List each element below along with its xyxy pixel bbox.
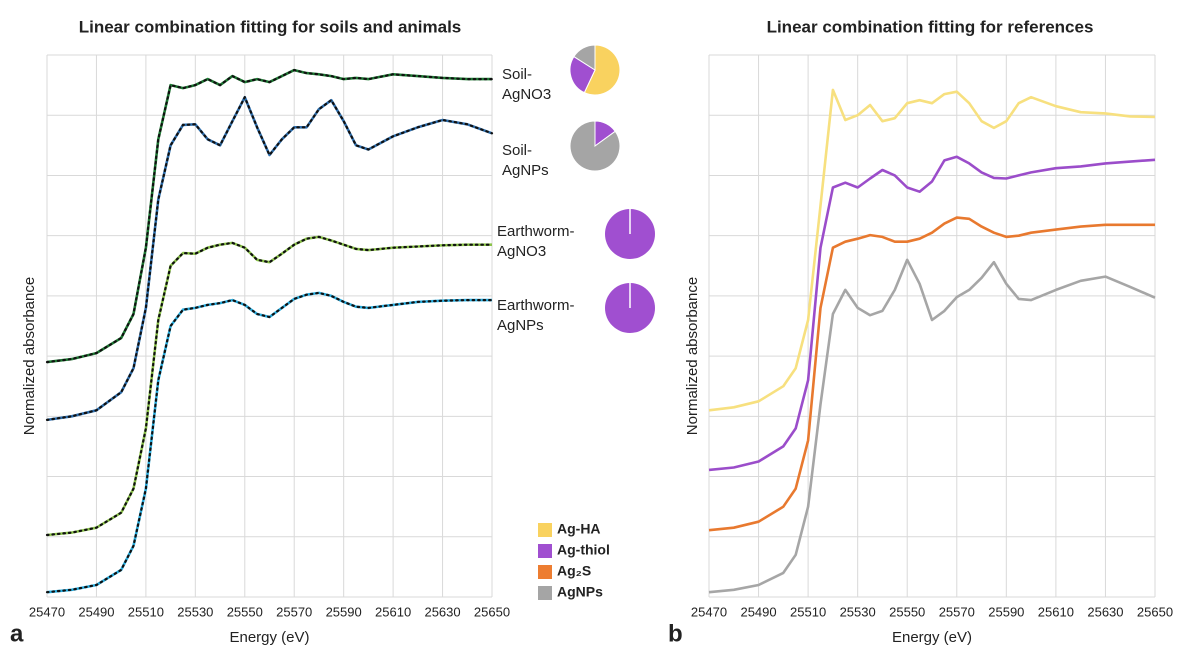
x-axis-label: Energy (eV) [229,629,309,646]
series-line [708,155,1156,472]
legend-label: Ag₂S [557,563,591,579]
series-line [708,258,1156,594]
pie-label: Soil- [502,142,532,159]
x-tick-label: 25570 [939,604,975,619]
pie-slice [573,44,596,71]
legend-label: Ag-HA [557,521,601,537]
pie-label: Earthworm- [497,223,575,240]
data-points [45,291,494,594]
data-points [45,235,494,537]
data-points [45,96,494,421]
pie-slice [583,44,621,96]
chart-title: Linear combination fitting for reference… [767,17,1094,36]
panel-label: b [668,620,683,647]
x-tick-label: 25630 [1087,604,1123,619]
pie-label: AgNPs [502,162,549,179]
pie-slice [569,120,621,172]
x-tick-label: 25490 [740,604,776,619]
legend-swatch [538,586,552,600]
panel-label: a [10,620,24,647]
x-tick-label: 25590 [326,604,362,619]
pie-label: Earthworm- [497,297,575,314]
x-tick-label: 25650 [474,604,510,619]
data-points [45,69,494,364]
series-line [46,95,493,422]
legend-swatch [538,565,552,579]
x-tick-label: 25630 [424,604,460,619]
x-tick-label: 25510 [790,604,826,619]
x-tick-label: 25530 [840,604,876,619]
pie-label: Soil- [502,66,532,83]
x-tick-label: 25470 [691,604,727,619]
pie-slice [569,55,596,94]
chart-title: Linear combination fitting for soils and… [79,17,462,36]
x-tick-label: 25550 [227,604,263,619]
series-line [46,235,492,537]
pie-label: AgNO3 [502,86,551,103]
pie-label: AgNPs [497,317,544,334]
x-tick-label: 25550 [889,604,925,619]
x-tick-label: 25590 [988,604,1024,619]
y-axis-label: Normalized absorbance [21,277,38,435]
legend-swatch [538,523,552,537]
legend-swatch [538,544,552,558]
legend-label: AgNPs [557,584,603,600]
series-line [708,88,1156,412]
x-tick-label: 25610 [375,604,411,619]
series-line [46,291,492,594]
x-tick-label: 25570 [276,604,312,619]
x-tick-label: 25530 [177,604,213,619]
y-axis-label: Normalized absorbance [684,277,701,435]
x-axis-label: Energy (eV) [892,629,972,646]
x-tick-label: 25650 [1137,604,1173,619]
x-tick-label: 25510 [128,604,164,619]
series-line [708,216,1155,532]
pie-label: AgNO3 [497,243,546,260]
x-tick-label: 25490 [78,604,114,619]
legend-label: Ag-thiol [557,542,610,558]
x-tick-label: 25610 [1038,604,1074,619]
x-tick-label: 25470 [29,604,65,619]
